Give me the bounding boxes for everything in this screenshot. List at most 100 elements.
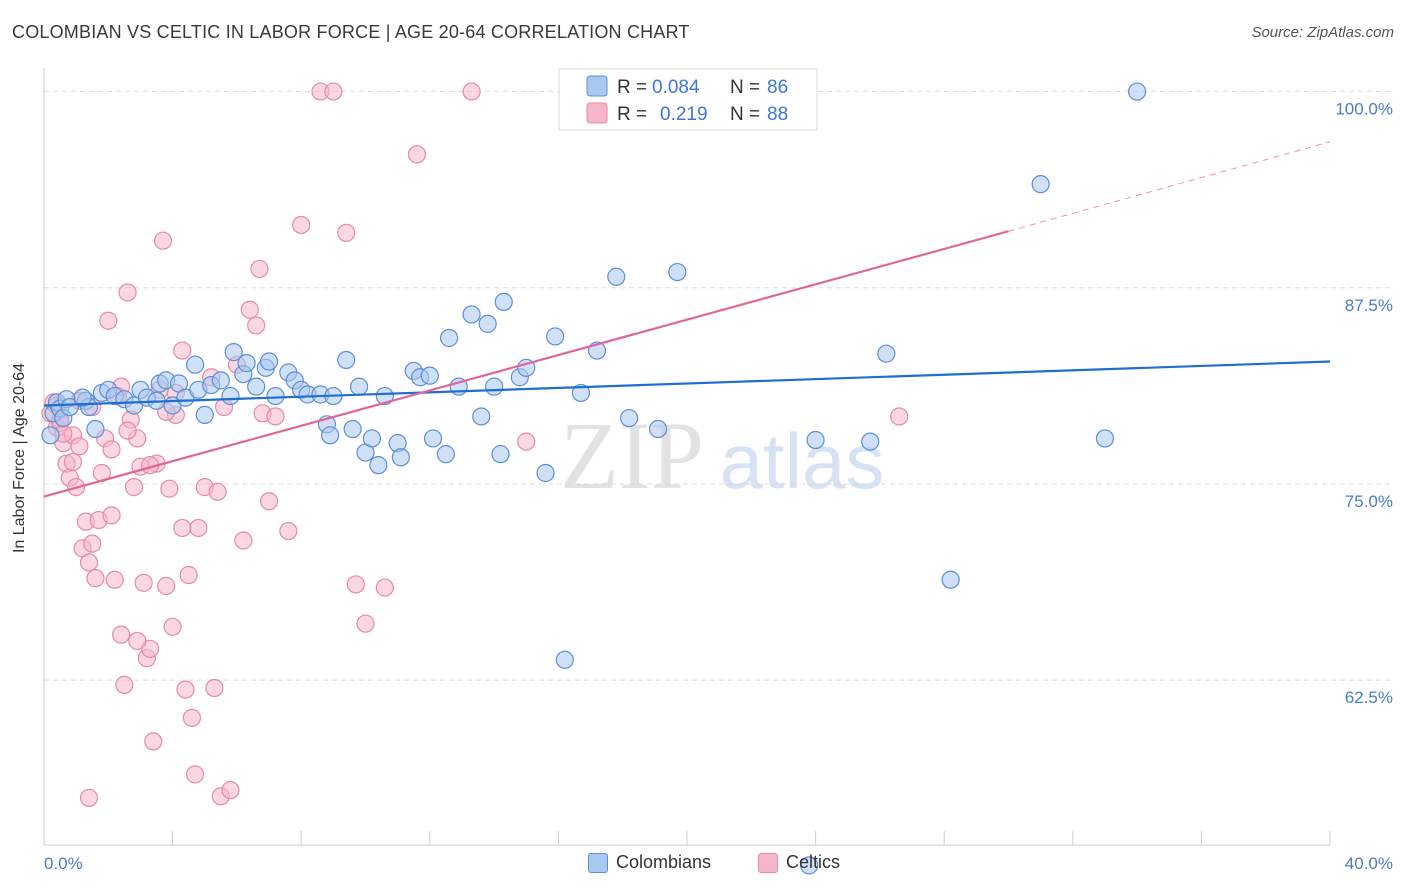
legend-box: R = 0.084 N = 86 R = 0.219 N = 88 bbox=[558, 68, 818, 131]
celtic-point-24 bbox=[118, 283, 137, 302]
colombian-point-76 bbox=[668, 262, 687, 282]
colombian-point-85 bbox=[73, 388, 92, 407]
colombian-point-29 bbox=[224, 343, 243, 362]
legend-r-label-1: R = bbox=[617, 77, 647, 98]
bottom-legend-swatch-blue bbox=[588, 852, 608, 873]
celtic-point-41 bbox=[176, 680, 195, 699]
colombian-point-55 bbox=[420, 366, 439, 385]
celtic-point-22 bbox=[112, 625, 131, 644]
x-tick-label-max: 40.0% bbox=[1345, 854, 1393, 873]
legend-r-label-2: R = bbox=[617, 104, 647, 125]
legend-r-value-1: 0.084 bbox=[652, 77, 700, 98]
colombian-point-82 bbox=[1095, 429, 1115, 448]
colombian-point-68 bbox=[536, 463, 555, 483]
celtic-point-40 bbox=[173, 341, 192, 360]
celtic-point-9 bbox=[70, 437, 89, 456]
colombian-point-45 bbox=[343, 419, 362, 439]
colombian-point-81 bbox=[1031, 175, 1050, 194]
chart-title: COLOMBIAN VS CELTIC IN LABOR FORCE | AGE… bbox=[12, 22, 690, 42]
celtic-point-62 bbox=[324, 82, 343, 101]
colombian-point-83 bbox=[1127, 82, 1147, 101]
celtic-point-67 bbox=[407, 145, 427, 164]
colombian-point-65 bbox=[494, 292, 513, 311]
y-tick-label-2: 87.5% bbox=[1345, 296, 1393, 315]
celtic-point-45 bbox=[189, 518, 208, 538]
colombian-point-56 bbox=[423, 429, 443, 448]
celtic-point-51 bbox=[221, 780, 240, 800]
colombian-point-9 bbox=[86, 419, 105, 439]
colombian-point-44 bbox=[337, 350, 356, 370]
bottom-legend-colombians: Colombians bbox=[588, 852, 711, 873]
colombian-point-52 bbox=[391, 448, 410, 467]
celtic-point-44 bbox=[186, 765, 205, 784]
colombian-point-63 bbox=[485, 377, 504, 396]
celtic-point-36 bbox=[157, 576, 176, 596]
celtic-point-82 bbox=[208, 482, 227, 501]
celtic-point-69 bbox=[517, 432, 536, 451]
colombian-point-57 bbox=[436, 445, 455, 464]
trend-lines bbox=[43, 141, 1331, 498]
celtic-point-70 bbox=[890, 407, 909, 426]
legend-r-value-2: 0.219 bbox=[660, 104, 708, 125]
celtic-point-63 bbox=[337, 223, 356, 242]
colombian-point-58 bbox=[439, 328, 459, 348]
watermark: ZIP atlas bbox=[560, 402, 884, 509]
celtics-trend-line bbox=[43, 230, 1009, 498]
celtic-point-55 bbox=[247, 316, 266, 335]
colombian-point-46 bbox=[349, 377, 369, 396]
celtic-point-14 bbox=[86, 569, 105, 588]
bottom-legend-celtics: Celtics bbox=[758, 852, 840, 873]
colombian-point-0 bbox=[41, 426, 60, 445]
colombian-point-73 bbox=[607, 267, 626, 286]
colombian-point-79 bbox=[877, 344, 896, 363]
colombian-point-69 bbox=[546, 327, 565, 346]
celtic-point-35 bbox=[153, 231, 173, 250]
bottom-legend-label-colombians: Colombians bbox=[616, 852, 712, 872]
colombian-point-74 bbox=[620, 408, 639, 428]
celtic-point-74 bbox=[118, 421, 137, 440]
colombian-point-35 bbox=[266, 386, 285, 406]
celtic-point-12 bbox=[79, 553, 99, 572]
colombian-point-64 bbox=[491, 445, 510, 464]
colombian-point-75 bbox=[648, 419, 668, 439]
colombian-point-49 bbox=[369, 456, 388, 475]
celtic-point-38 bbox=[163, 617, 182, 636]
colombian-point-70 bbox=[555, 650, 574, 669]
bottom-legend: Colombians Celtics bbox=[0, 852, 1406, 876]
legend-swatch-pink bbox=[586, 102, 608, 124]
y-tick-label-0: 62.5% bbox=[1345, 688, 1393, 707]
legend-n-value-1: 86 bbox=[767, 77, 788, 98]
colombian-point-31 bbox=[237, 354, 256, 373]
celtic-point-65 bbox=[356, 614, 375, 633]
watermark-atlas: atlas bbox=[720, 417, 885, 505]
colombian-point-42 bbox=[321, 426, 340, 445]
celtic-point-18 bbox=[99, 311, 118, 330]
x-tick-label-min: 0.0% bbox=[44, 854, 83, 873]
colombian-point-62 bbox=[478, 314, 497, 333]
colombian-point-84 bbox=[800, 856, 819, 875]
colombian-point-28 bbox=[221, 386, 240, 406]
celtic-point-83 bbox=[250, 259, 269, 279]
legend-n-label-1: N = bbox=[730, 77, 760, 98]
celtic-point-37 bbox=[160, 479, 179, 498]
celtic-point-32 bbox=[144, 732, 163, 751]
colombian-point-48 bbox=[362, 429, 382, 448]
celtic-point-59 bbox=[279, 521, 298, 541]
colombian-point-23 bbox=[186, 355, 205, 374]
colombian-point-27 bbox=[211, 371, 230, 390]
colombians-points bbox=[41, 82, 1147, 875]
colombian-point-78 bbox=[861, 432, 880, 451]
celtic-point-20 bbox=[105, 570, 124, 589]
celtic-point-57 bbox=[259, 492, 279, 511]
celtic-point-26 bbox=[124, 478, 144, 497]
colombians-trend-line bbox=[43, 360, 1331, 407]
celtic-point-48 bbox=[205, 678, 224, 698]
celtic-point-58 bbox=[266, 407, 285, 426]
colombian-point-6 bbox=[60, 397, 79, 417]
colombian-point-50 bbox=[375, 386, 394, 406]
colombian-point-77 bbox=[806, 430, 825, 450]
colombian-point-32 bbox=[247, 377, 266, 396]
colombian-point-80 bbox=[941, 570, 960, 589]
axes bbox=[43, 68, 1331, 846]
bottom-legend-label-celtics: Celtics bbox=[786, 852, 841, 872]
